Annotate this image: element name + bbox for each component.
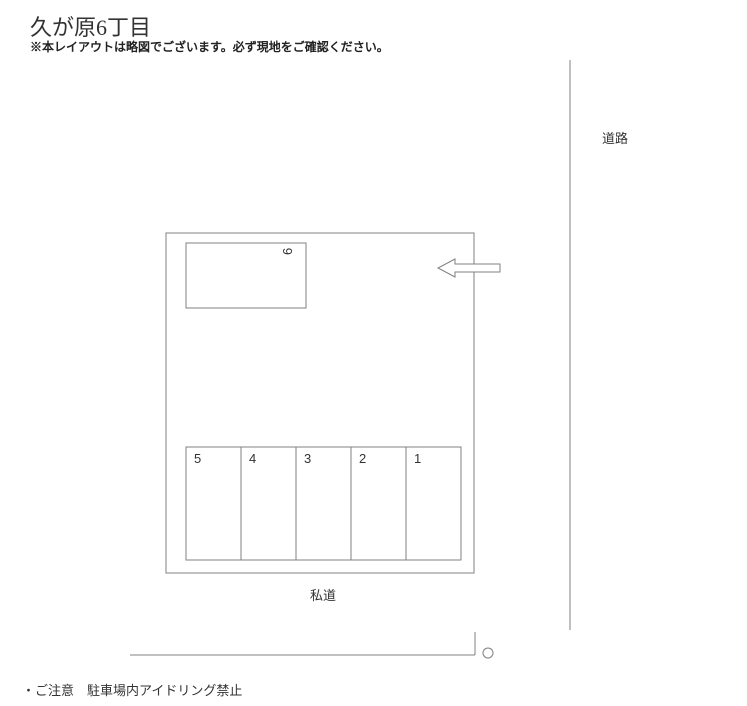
slot-number: 2 [359, 451, 366, 466]
upper-slot-number: 6 [280, 248, 295, 255]
private-road-label: 私道 [310, 588, 336, 603]
slot-number: 5 [194, 451, 201, 466]
slot-number: 3 [304, 451, 311, 466]
slot-number: 1 [414, 451, 421, 466]
road-label: 道路 [602, 131, 628, 146]
footer-note: ・ご注意 駐車場内アイドリング禁止 [22, 680, 242, 699]
parking-layout-diagram: 道路 6 5 4 3 2 1 私道 [0, 0, 747, 706]
entrance-arrow-icon [438, 259, 500, 277]
main-lot-outline [166, 233, 474, 573]
page: 久が原6丁目 ※本レイアウトは略図でございます。必ず現地をご確認ください。 道路… [0, 0, 747, 706]
marker-circle-icon [483, 648, 493, 658]
slot-number: 4 [249, 451, 256, 466]
